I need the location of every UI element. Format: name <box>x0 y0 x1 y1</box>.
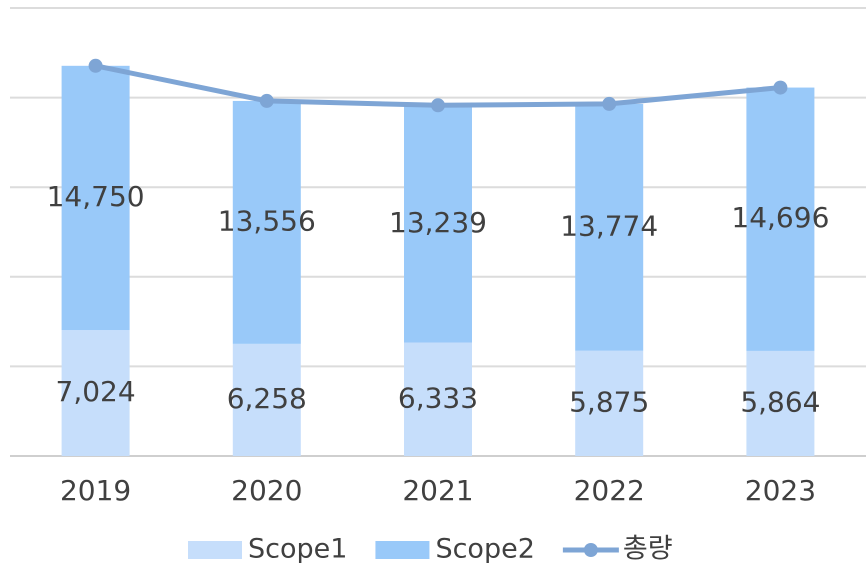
line-point <box>88 58 103 73</box>
line-point <box>259 93 274 108</box>
bar-segment <box>746 350 815 456</box>
bar-segment <box>404 342 472 456</box>
line-point <box>773 80 788 95</box>
x-tick-label: 2019 <box>60 474 131 507</box>
data-label: 13,239 <box>389 206 487 239</box>
line-point <box>602 96 617 111</box>
data-label: 14,750 <box>47 180 145 213</box>
bar-segment <box>746 87 815 351</box>
line-point <box>431 98 445 113</box>
x-tick-label: 2021 <box>402 474 473 507</box>
bar-segment <box>61 65 130 331</box>
x-tick-label: 2023 <box>745 474 816 507</box>
data-label: 5,864 <box>740 385 820 418</box>
data-label: 13,774 <box>560 209 658 242</box>
data-label: 6,258 <box>227 382 307 415</box>
legend-label: Scope2 <box>435 534 534 565</box>
data-label: 6,333 <box>398 381 478 414</box>
legend-swatch <box>583 543 598 557</box>
bar-segment <box>404 105 472 343</box>
bar-segment <box>232 343 301 456</box>
data-label: 14,696 <box>731 201 829 234</box>
data-label: 13,556 <box>218 204 316 237</box>
bar-segment <box>232 100 301 344</box>
bar-segment <box>575 350 644 456</box>
legend-swatch <box>188 541 242 559</box>
bar-segment <box>575 103 644 351</box>
x-tick-label: 2022 <box>574 474 645 507</box>
x-tick-label: 2020 <box>231 474 302 507</box>
legend-label: 총량 <box>623 534 673 565</box>
data-label: 5,875 <box>569 385 649 418</box>
data-label: 7,024 <box>56 375 136 408</box>
legend-label: Scope1 <box>248 534 347 565</box>
legend-swatch <box>375 541 430 559</box>
bar-segment <box>61 330 130 456</box>
